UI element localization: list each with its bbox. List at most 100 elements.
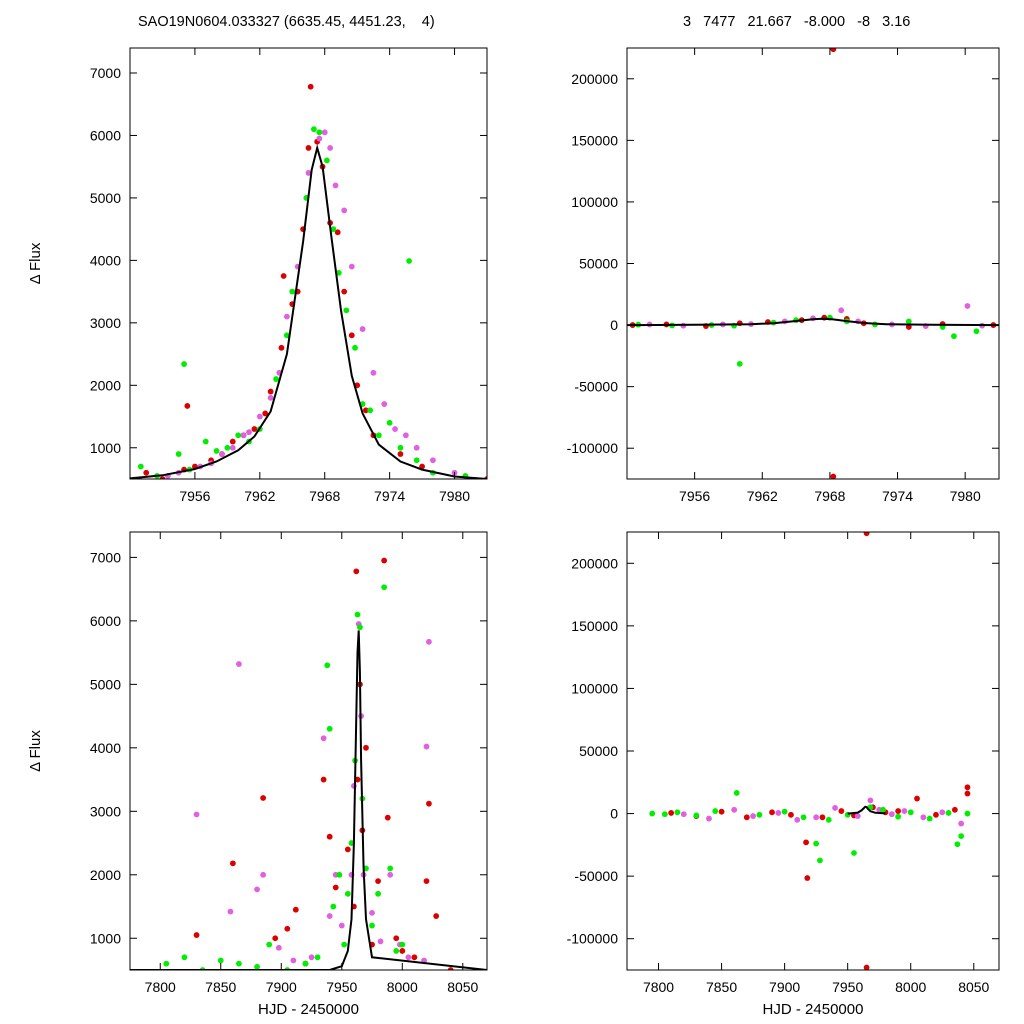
point-magenta xyxy=(430,457,436,464)
point-magenta xyxy=(939,809,946,816)
point-red xyxy=(280,273,287,279)
point-red xyxy=(803,839,809,846)
point-green xyxy=(163,960,170,967)
point-green xyxy=(266,941,273,948)
point-red xyxy=(143,469,150,476)
plot-frame xyxy=(626,531,1000,971)
point-red xyxy=(838,808,845,814)
point-magenta xyxy=(369,909,375,916)
y-tick-label: 1000 xyxy=(90,440,121,456)
point-green xyxy=(323,157,330,164)
point-magenta xyxy=(341,207,348,214)
y-tick-label: 3000 xyxy=(90,315,121,331)
point-magenta xyxy=(832,805,838,811)
point-red xyxy=(229,438,236,445)
point-green xyxy=(311,126,317,133)
point-green xyxy=(354,611,361,618)
point-red xyxy=(397,451,404,457)
point-red xyxy=(260,795,267,801)
point-red xyxy=(804,875,811,881)
point-green xyxy=(375,890,381,897)
point-green xyxy=(825,816,832,823)
y-tick-label: 0 xyxy=(610,317,618,333)
y-tick-label: 0 xyxy=(610,806,618,822)
point-green xyxy=(393,948,400,954)
point-red xyxy=(419,463,425,470)
point-green xyxy=(397,444,404,451)
data-points xyxy=(627,48,999,479)
point-green xyxy=(674,809,681,816)
x-tick-label: 7850 xyxy=(706,979,737,995)
point-red xyxy=(668,810,675,816)
point-green xyxy=(343,307,350,314)
point-magenta xyxy=(750,813,757,819)
x-tick-label: 7962 xyxy=(244,488,275,504)
y-tick-label: 150000 xyxy=(571,132,618,148)
y-tick-label: 50000 xyxy=(579,256,618,272)
point-green xyxy=(273,376,279,382)
x-tick-label: 7800 xyxy=(145,979,176,995)
point-green xyxy=(224,444,231,451)
point-magenta xyxy=(387,871,394,878)
point-magenta xyxy=(405,954,412,961)
point-green xyxy=(712,808,719,814)
point-red xyxy=(863,964,870,970)
point-red xyxy=(159,476,166,479)
point-green xyxy=(289,288,296,295)
y-tick-label: 4000 xyxy=(90,252,121,268)
point-magenta xyxy=(731,806,738,813)
point-magenta xyxy=(229,444,236,451)
point-red xyxy=(284,925,291,932)
y-tick-label: 5000 xyxy=(90,190,121,206)
point-magenta xyxy=(332,182,339,189)
point-magenta xyxy=(706,815,712,822)
point-magenta xyxy=(381,401,388,407)
point-red xyxy=(743,814,750,821)
point-magenta xyxy=(240,432,247,439)
point-green xyxy=(202,438,209,445)
point-red xyxy=(933,811,939,818)
point-magenta xyxy=(283,313,290,320)
point-red xyxy=(307,83,314,90)
point-magenta xyxy=(423,743,430,750)
point-green xyxy=(406,258,413,264)
x-tick-label: 8050 xyxy=(447,979,478,995)
point-red xyxy=(326,833,333,840)
point-green xyxy=(336,871,343,878)
model-curve xyxy=(847,805,886,815)
point-magenta xyxy=(275,944,282,951)
point-red xyxy=(914,795,920,802)
point-magenta xyxy=(260,871,267,878)
point-green xyxy=(324,662,331,669)
point-green xyxy=(213,447,220,454)
point-red xyxy=(305,145,312,151)
point-green xyxy=(926,815,933,822)
point-magenta xyxy=(359,326,366,332)
point-red xyxy=(399,948,406,954)
point-magenta xyxy=(920,814,927,821)
x-tick-label: 7974 xyxy=(882,488,913,504)
y-tick-label: -50000 xyxy=(574,379,618,395)
point-red xyxy=(362,407,369,414)
point-green xyxy=(302,960,309,967)
data-points xyxy=(130,83,487,479)
point-red xyxy=(951,806,958,813)
x-tick-label: 7950 xyxy=(326,979,357,995)
y-tick-label: 200000 xyxy=(571,71,618,87)
point-green xyxy=(851,850,857,856)
y-tick-label: -100000 xyxy=(567,931,619,947)
point-red xyxy=(272,935,279,942)
point-green xyxy=(954,841,961,848)
y-tick-label: 5000 xyxy=(90,676,121,692)
point-magenta xyxy=(305,170,312,176)
point-red xyxy=(381,557,388,564)
point-magenta xyxy=(254,886,260,893)
y-tick-label: 150000 xyxy=(571,618,618,634)
point-green xyxy=(800,814,807,821)
y-tick-label: 4000 xyxy=(90,740,121,756)
point-red xyxy=(229,860,236,867)
point-red xyxy=(830,48,837,53)
figure-title: SAO19N0604.033327 (6635.45, 4451.23, 4) xyxy=(138,14,435,30)
y-tick-label: 6000 xyxy=(90,613,121,629)
point-red xyxy=(964,790,971,797)
